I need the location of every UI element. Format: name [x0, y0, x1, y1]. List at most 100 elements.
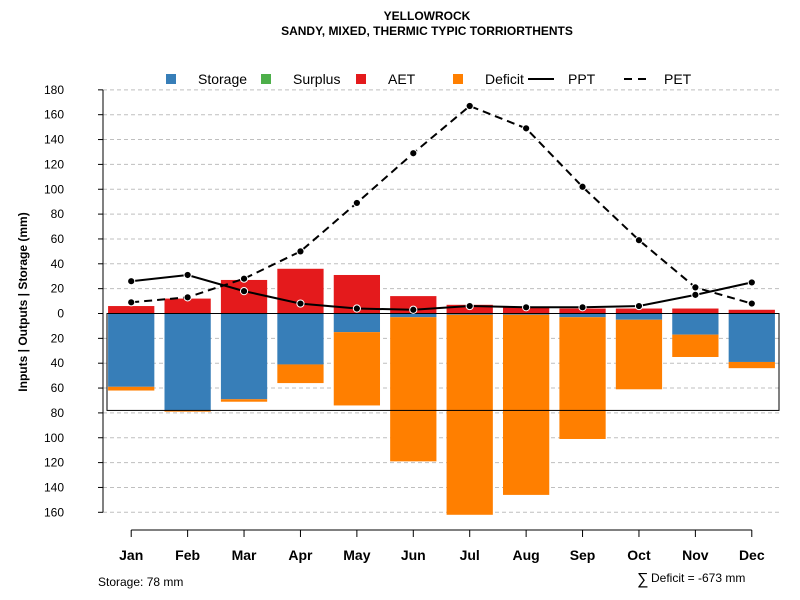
deficit-bar-may — [333, 332, 381, 406]
legend-label-surplus: Surplus — [293, 71, 340, 87]
ppt-point-aug — [522, 303, 531, 312]
legend-swatch-surplus — [261, 74, 271, 84]
x-tick-label-jul: Jul — [460, 547, 480, 563]
y-tick-label: 120 — [44, 456, 64, 470]
legend-label-ppt: PPT — [568, 71, 596, 87]
ppt-point-jul — [465, 301, 474, 311]
series-lines — [127, 101, 756, 314]
ppt-point-may — [352, 304, 361, 313]
x-tick-label-feb: Feb — [175, 547, 200, 563]
y-tick-label: 120 — [44, 157, 64, 171]
pet-point-jun — [409, 149, 418, 158]
x-tick-label-nov: Nov — [682, 547, 709, 563]
grid-lines — [103, 89, 780, 513]
y-tick-label: 40 — [51, 356, 65, 370]
x-tick-label-jun: Jun — [401, 547, 426, 563]
storage-footnote: Storage: 78 mm — [98, 575, 183, 589]
ppt-line — [131, 273, 753, 311]
x-tick-label-may: May — [343, 547, 370, 563]
ppt-point-apr — [296, 299, 305, 308]
ppt-point-jan — [127, 277, 136, 286]
storage-bar-apr — [277, 313, 324, 365]
x-axis: Jan Feb Mar Apr May Jun Jul Aug Sep Oct Nov Dec — [119, 529, 765, 563]
legend-swatch-storage — [166, 74, 176, 84]
storage-bar-aug — [502, 313, 550, 315]
ppt-point-feb — [183, 270, 192, 280]
storage-bar-oct — [615, 313, 663, 320]
y-tick-label: 140 — [44, 133, 64, 147]
pet-point-jan — [127, 298, 136, 307]
pet-point-dec — [747, 299, 756, 308]
legend-label-deficit: Deficit — [485, 71, 524, 87]
deficit-bar-mar — [220, 399, 268, 402]
storage-bar-jun — [390, 313, 437, 318]
deficit-bar-jun — [390, 317, 437, 462]
y-tick-label: 100 — [44, 431, 64, 445]
deficit-bar-feb — [164, 410, 211, 412]
pet-point-sep — [578, 182, 587, 191]
pet-point-feb — [183, 293, 192, 302]
storage-bar-feb — [164, 313, 211, 411]
chart-title: YELLOWROCK — [384, 9, 471, 23]
pet-point-oct — [634, 236, 644, 245]
y-tick-label: 20 — [51, 331, 65, 345]
ppt-point-oct — [634, 301, 644, 311]
deficit-bar-dec — [728, 361, 775, 369]
x-tick-label-mar: Mar — [232, 547, 257, 563]
chart-subtitle: SANDY, MIXED, THERMIC TYPIC TORRIORTHENT… — [281, 24, 573, 38]
storage-bar-dec — [728, 313, 775, 362]
y-tick-label: 180 — [44, 83, 64, 97]
y-tick-label: 40 — [51, 257, 65, 271]
y-axis: 180 160 140 120 100 80 60 40 20 0 20 40 60 80 100 120 14… — [44, 83, 104, 519]
deficit-footnote: Deficit = -673 mm — [651, 571, 745, 585]
y-tick-label: 0 — [57, 307, 64, 321]
x-tick-label-oct: Oct — [627, 547, 651, 563]
y-axis-label: Inputs | Outputs | Storage (mm) — [16, 212, 30, 391]
deficit-bar-jul — [446, 314, 493, 515]
sum-symbol-icon: ∑ — [637, 571, 648, 588]
legend-swatch-deficit — [453, 74, 463, 84]
y-tick-label: 20 — [51, 282, 65, 296]
y-tick-label: 80 — [51, 207, 65, 221]
legend: Storage Surplus AET Deficit PPT PET — [166, 71, 692, 87]
aet-bar-nov — [672, 308, 719, 314]
deficit-bar-apr — [277, 364, 324, 384]
storage-bar-jan — [108, 313, 155, 387]
x-tick-label-sep: Sep — [570, 547, 596, 563]
aet-bar-oct — [615, 308, 663, 314]
x-tick-label-aug: Aug — [513, 547, 540, 563]
storage-bar-may — [333, 313, 381, 333]
aet-bar-feb — [164, 298, 211, 314]
storage-bar-mar — [220, 313, 268, 400]
y-tick-label: 100 — [44, 182, 64, 196]
bars — [108, 268, 775, 515]
storage-bar-sep — [559, 313, 606, 318]
ppt-point-sep — [578, 303, 587, 312]
pet-point-jul — [465, 101, 474, 111]
plot-frame — [106, 313, 780, 411]
y-tick-label: 160 — [44, 108, 64, 122]
ppt-point-dec — [747, 278, 756, 287]
y-tick-label: 140 — [44, 480, 64, 494]
legend-label-pet: PET — [664, 71, 692, 87]
aet-bar-dec — [728, 309, 775, 314]
y-tick-label: 60 — [51, 232, 65, 246]
pet-line — [131, 104, 753, 305]
deficit-bar-sep — [559, 317, 606, 439]
aet-bar-mar — [220, 279, 268, 314]
legend-label-storage: Storage — [198, 71, 247, 87]
y-tick-label: 160 — [44, 505, 64, 519]
y-tick-label: 60 — [51, 381, 65, 395]
ppt-point-nov — [691, 290, 700, 299]
pet-point-may — [352, 198, 361, 208]
ppt-point-mar — [239, 287, 249, 296]
x-tick-label-dec: Dec — [739, 547, 765, 563]
deficit-bar-aug — [502, 314, 550, 495]
pet-point-aug — [522, 124, 531, 133]
deficit-bar-jan — [108, 386, 155, 391]
deficit-bar-nov — [672, 334, 719, 357]
x-tick-label-jan: Jan — [119, 547, 143, 563]
aet-bar-jan — [108, 306, 155, 314]
legend-swatch-aet — [356, 74, 366, 84]
